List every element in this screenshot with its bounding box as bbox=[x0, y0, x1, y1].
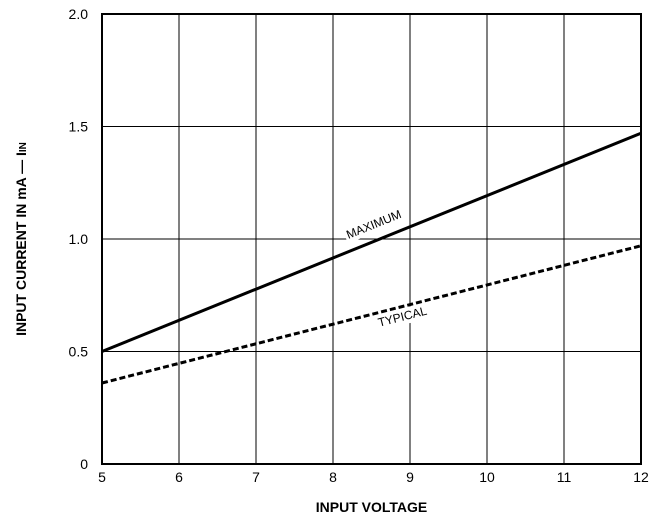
x-tick-labels: 5 6 7 8 9 10 11 12 bbox=[98, 469, 649, 485]
y-tick-label: 1.0 bbox=[69, 231, 89, 247]
y-tick-label: 0.5 bbox=[69, 344, 89, 360]
plot-frame bbox=[101, 13, 642, 465]
x-tick-label: 8 bbox=[329, 469, 337, 485]
y-tick-labels: 0 0.5 1.0 1.5 2.0 bbox=[69, 6, 89, 472]
y-axis-title: INPUT CURRENT IN mA — IIN bbox=[13, 142, 29, 336]
x-tick-label: 10 bbox=[479, 469, 495, 485]
x-tick-label: 12 bbox=[633, 469, 649, 485]
x-tick-label: 7 bbox=[252, 469, 260, 485]
y-axis-title-subscript: IN bbox=[18, 142, 29, 152]
y-tick-label: 0 bbox=[80, 456, 88, 472]
y-tick-label: 1.5 bbox=[69, 119, 89, 135]
x-axis-title: INPUT VOLTAGE bbox=[316, 499, 427, 515]
x-tick-label: 6 bbox=[175, 469, 183, 485]
series-line-maximum bbox=[101, 131, 642, 353]
x-tick-label: 9 bbox=[406, 469, 414, 485]
grid bbox=[101, 13, 642, 465]
annotation-background bbox=[374, 302, 431, 332]
x-tick-label: 5 bbox=[98, 469, 106, 485]
annotation-background bbox=[342, 205, 406, 244]
series-group bbox=[101, 131, 642, 385]
y-axis-title-main: INPUT CURRENT IN mA — I bbox=[13, 152, 29, 336]
x-tick-label: 11 bbox=[557, 469, 572, 485]
series-line-typical bbox=[101, 244, 642, 385]
y-tick-label: 2.0 bbox=[69, 6, 89, 22]
